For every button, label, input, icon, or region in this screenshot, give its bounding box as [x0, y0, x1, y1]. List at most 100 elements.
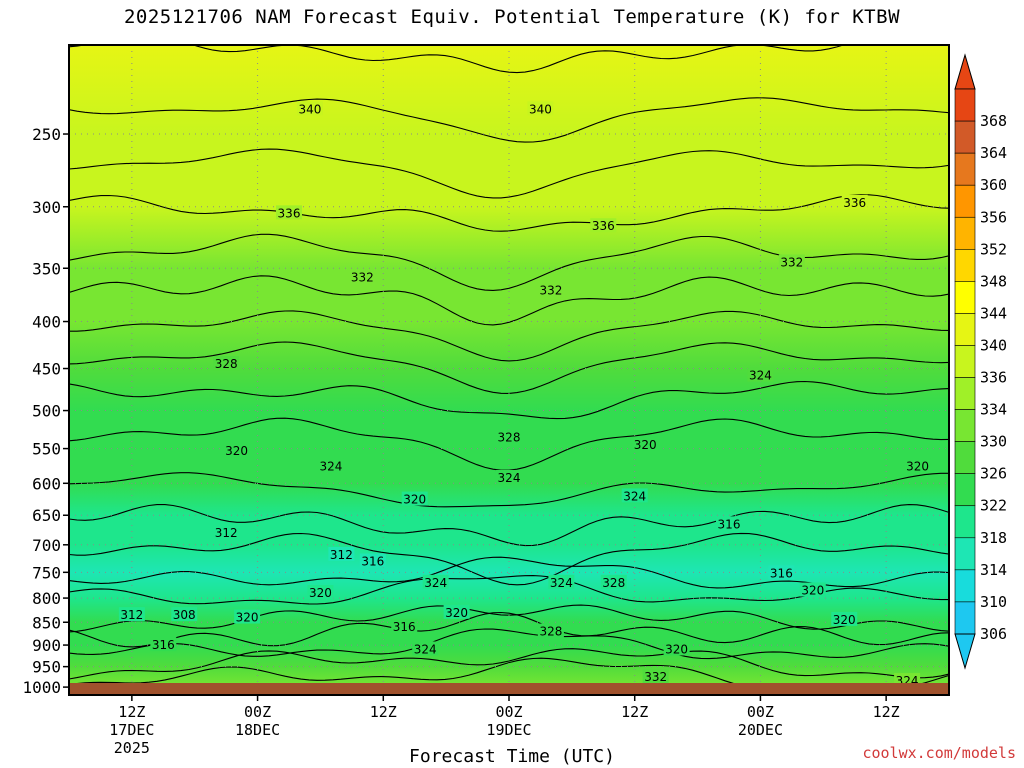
y-tick-label: 300 — [32, 198, 61, 217]
contour-label: 316 — [770, 566, 793, 580]
colorbar-label: 340 — [980, 336, 1007, 354]
contour-label: 336 — [278, 206, 301, 220]
x-tick-label: 17DEC — [109, 721, 154, 739]
x-tick-label: 00Z — [495, 703, 522, 721]
colorbar-swatch — [954, 537, 976, 571]
colorbar-swatch — [954, 409, 976, 442]
contour-label-bg — [747, 367, 774, 382]
x-tick-label: 2025 — [114, 739, 150, 757]
contour-label: 324 — [498, 471, 521, 485]
y-tick-label: 650 — [32, 506, 61, 525]
contour-line — [69, 380, 949, 420]
y-tick-label: 350 — [32, 259, 61, 278]
contour-label: 316 — [361, 555, 384, 569]
contour-label: 340 — [529, 102, 552, 116]
contour-label: 336 — [843, 196, 866, 210]
contour-label-bg — [590, 218, 617, 233]
colorbar-swatch — [954, 216, 976, 250]
y-tick-label: 950 — [32, 658, 61, 677]
contour-label: 332 — [780, 256, 803, 270]
contour-label-bg — [412, 641, 439, 656]
contour-label-bg — [307, 585, 334, 600]
contour-label: 328 — [215, 357, 238, 371]
colorbar-swatch — [954, 569, 976, 603]
colorbar-swatch — [954, 152, 976, 186]
contour-label-bg — [171, 607, 198, 622]
colorbar-label: 344 — [980, 304, 1007, 322]
contour-label: 320 — [309, 586, 332, 600]
colorbar-swatch — [954, 313, 976, 346]
contour-label: 328 — [539, 625, 562, 639]
colorbar-swatch — [954, 601, 976, 635]
colorbar-swatch — [954, 249, 976, 282]
contour-label-bg — [422, 574, 449, 589]
contour-label-bg — [548, 574, 575, 589]
contour-label: 324 — [414, 642, 437, 656]
contour-label: 312 — [120, 608, 143, 622]
contour-label: 340 — [298, 102, 321, 116]
colorbar-label: 356 — [980, 208, 1007, 226]
contour-label-bg — [537, 282, 564, 297]
contour-label: 320 — [225, 444, 248, 458]
contour-label-bg — [831, 611, 858, 626]
contour-line — [69, 97, 949, 143]
colorbar-swatch — [954, 88, 976, 122]
contour-label-bg — [401, 491, 428, 506]
contour-line — [69, 611, 949, 648]
contour-label: 320 — [801, 584, 824, 598]
colorbar-label: 326 — [980, 465, 1007, 483]
contour-label: 324 — [749, 369, 772, 383]
x-tick-label: 00Z — [244, 703, 271, 721]
contour-label: 324 — [550, 576, 573, 590]
colorbar-label: 368 — [980, 112, 1007, 130]
contour-label: 320 — [906, 459, 929, 473]
y-tick-label: 850 — [32, 613, 61, 632]
contour-label: 320 — [665, 642, 688, 656]
colorbar-label: 330 — [980, 433, 1007, 451]
contour-label: 320 — [634, 438, 657, 452]
contour-label-bg — [621, 488, 648, 503]
contour-label-bg — [632, 436, 659, 451]
contour-line — [69, 148, 949, 199]
contour-label: 332 — [539, 283, 562, 297]
y-tick-label: 550 — [32, 440, 61, 459]
contour-label-bg — [118, 607, 145, 622]
y-tick-label: 1000 — [22, 678, 61, 697]
contour-label-bg — [213, 356, 240, 371]
plot-area: 340 340 336 336 336 332 332 332 328 328 324 324 324 3… — [69, 45, 949, 695]
x-tick-label: 00Z — [747, 703, 774, 721]
colorbar-label: 318 — [980, 529, 1007, 547]
contour-label: 308 — [173, 608, 196, 622]
contour-label: 324 — [623, 489, 646, 503]
y-tick-label: 500 — [32, 402, 61, 421]
contour-line — [69, 628, 949, 660]
contour-label: 320 — [236, 611, 259, 625]
contour-label-bg — [317, 458, 344, 473]
contour-label: 312 — [215, 526, 238, 540]
contour-line — [69, 275, 949, 326]
contour-label: 324 — [424, 576, 447, 590]
x-tick-label: 12Z — [873, 703, 900, 721]
ground-band — [69, 683, 949, 695]
contour-label-bg — [600, 574, 627, 589]
contour-label-bg — [663, 641, 690, 656]
contour-label: 328 — [602, 576, 625, 590]
contour-label: 332 — [351, 270, 374, 284]
contour-label: 332 — [644, 670, 667, 684]
contour-label-bg — [349, 269, 376, 284]
x-tick-label: 19DEC — [486, 721, 531, 739]
contour-line — [69, 194, 949, 232]
colorbar-label: 364 — [980, 144, 1007, 162]
colorbar-bottom-arrow — [954, 633, 976, 670]
contour-label: 320 — [833, 613, 856, 627]
chart-title: 2025121706 NAM Forecast Equiv. Potential… — [123, 6, 901, 28]
contour-line — [69, 556, 949, 589]
x-tick-label: 18DEC — [235, 721, 280, 739]
contour-label: 316 — [393, 620, 416, 634]
contour-label-bg — [799, 582, 826, 597]
y-tick-label: 900 — [32, 636, 61, 655]
source-credit[interactable]: coolwx.com/models — [862, 744, 1016, 762]
colorbar-swatch — [954, 473, 976, 507]
colorbar-label: 336 — [980, 369, 1007, 387]
